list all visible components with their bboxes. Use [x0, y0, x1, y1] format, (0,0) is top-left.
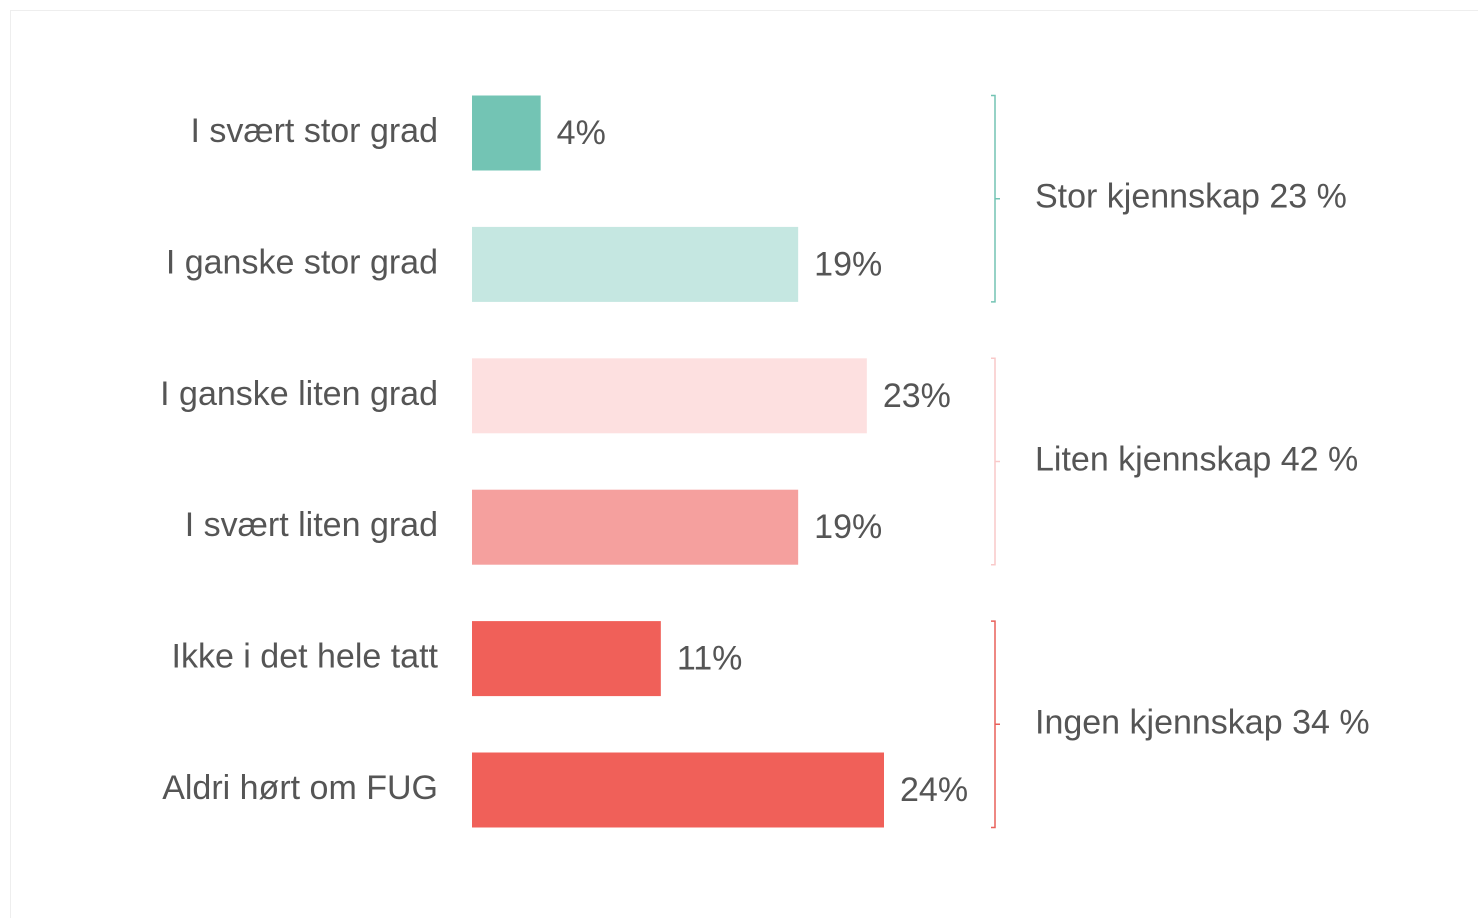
category-label: I svært stor grad	[190, 112, 438, 150]
value-label: 4%	[557, 114, 606, 152]
category-label: Ikke i det hele tatt	[172, 638, 439, 676]
category-label: Aldri hørt om FUG	[162, 769, 438, 807]
value-label: 24%	[900, 771, 968, 809]
category-label: I svært liten grad	[185, 506, 438, 544]
group-label: Liten kjennskap 42 %	[1035, 440, 1358, 478]
frame	[10, 10, 1478, 918]
category-label: I ganske liten grad	[160, 375, 438, 413]
bar	[472, 752, 884, 828]
value-label: 19%	[814, 508, 882, 546]
group-bracket	[991, 620, 1000, 829]
value-label: 11%	[677, 640, 743, 678]
group-label: Ingen kjennskap 34 %	[1035, 703, 1370, 741]
group-bracket	[991, 357, 1000, 566]
category-label: I ganske stor grad	[166, 243, 438, 281]
value-label: 23%	[883, 377, 951, 415]
bar	[472, 489, 799, 565]
value-label: 19%	[814, 245, 882, 283]
bar	[472, 95, 541, 171]
bar	[472, 226, 799, 302]
bar	[472, 621, 661, 697]
group-label: Stor kjennskap 23 %	[1035, 178, 1347, 216]
bar	[472, 358, 867, 434]
group-bracket	[991, 94, 1000, 303]
